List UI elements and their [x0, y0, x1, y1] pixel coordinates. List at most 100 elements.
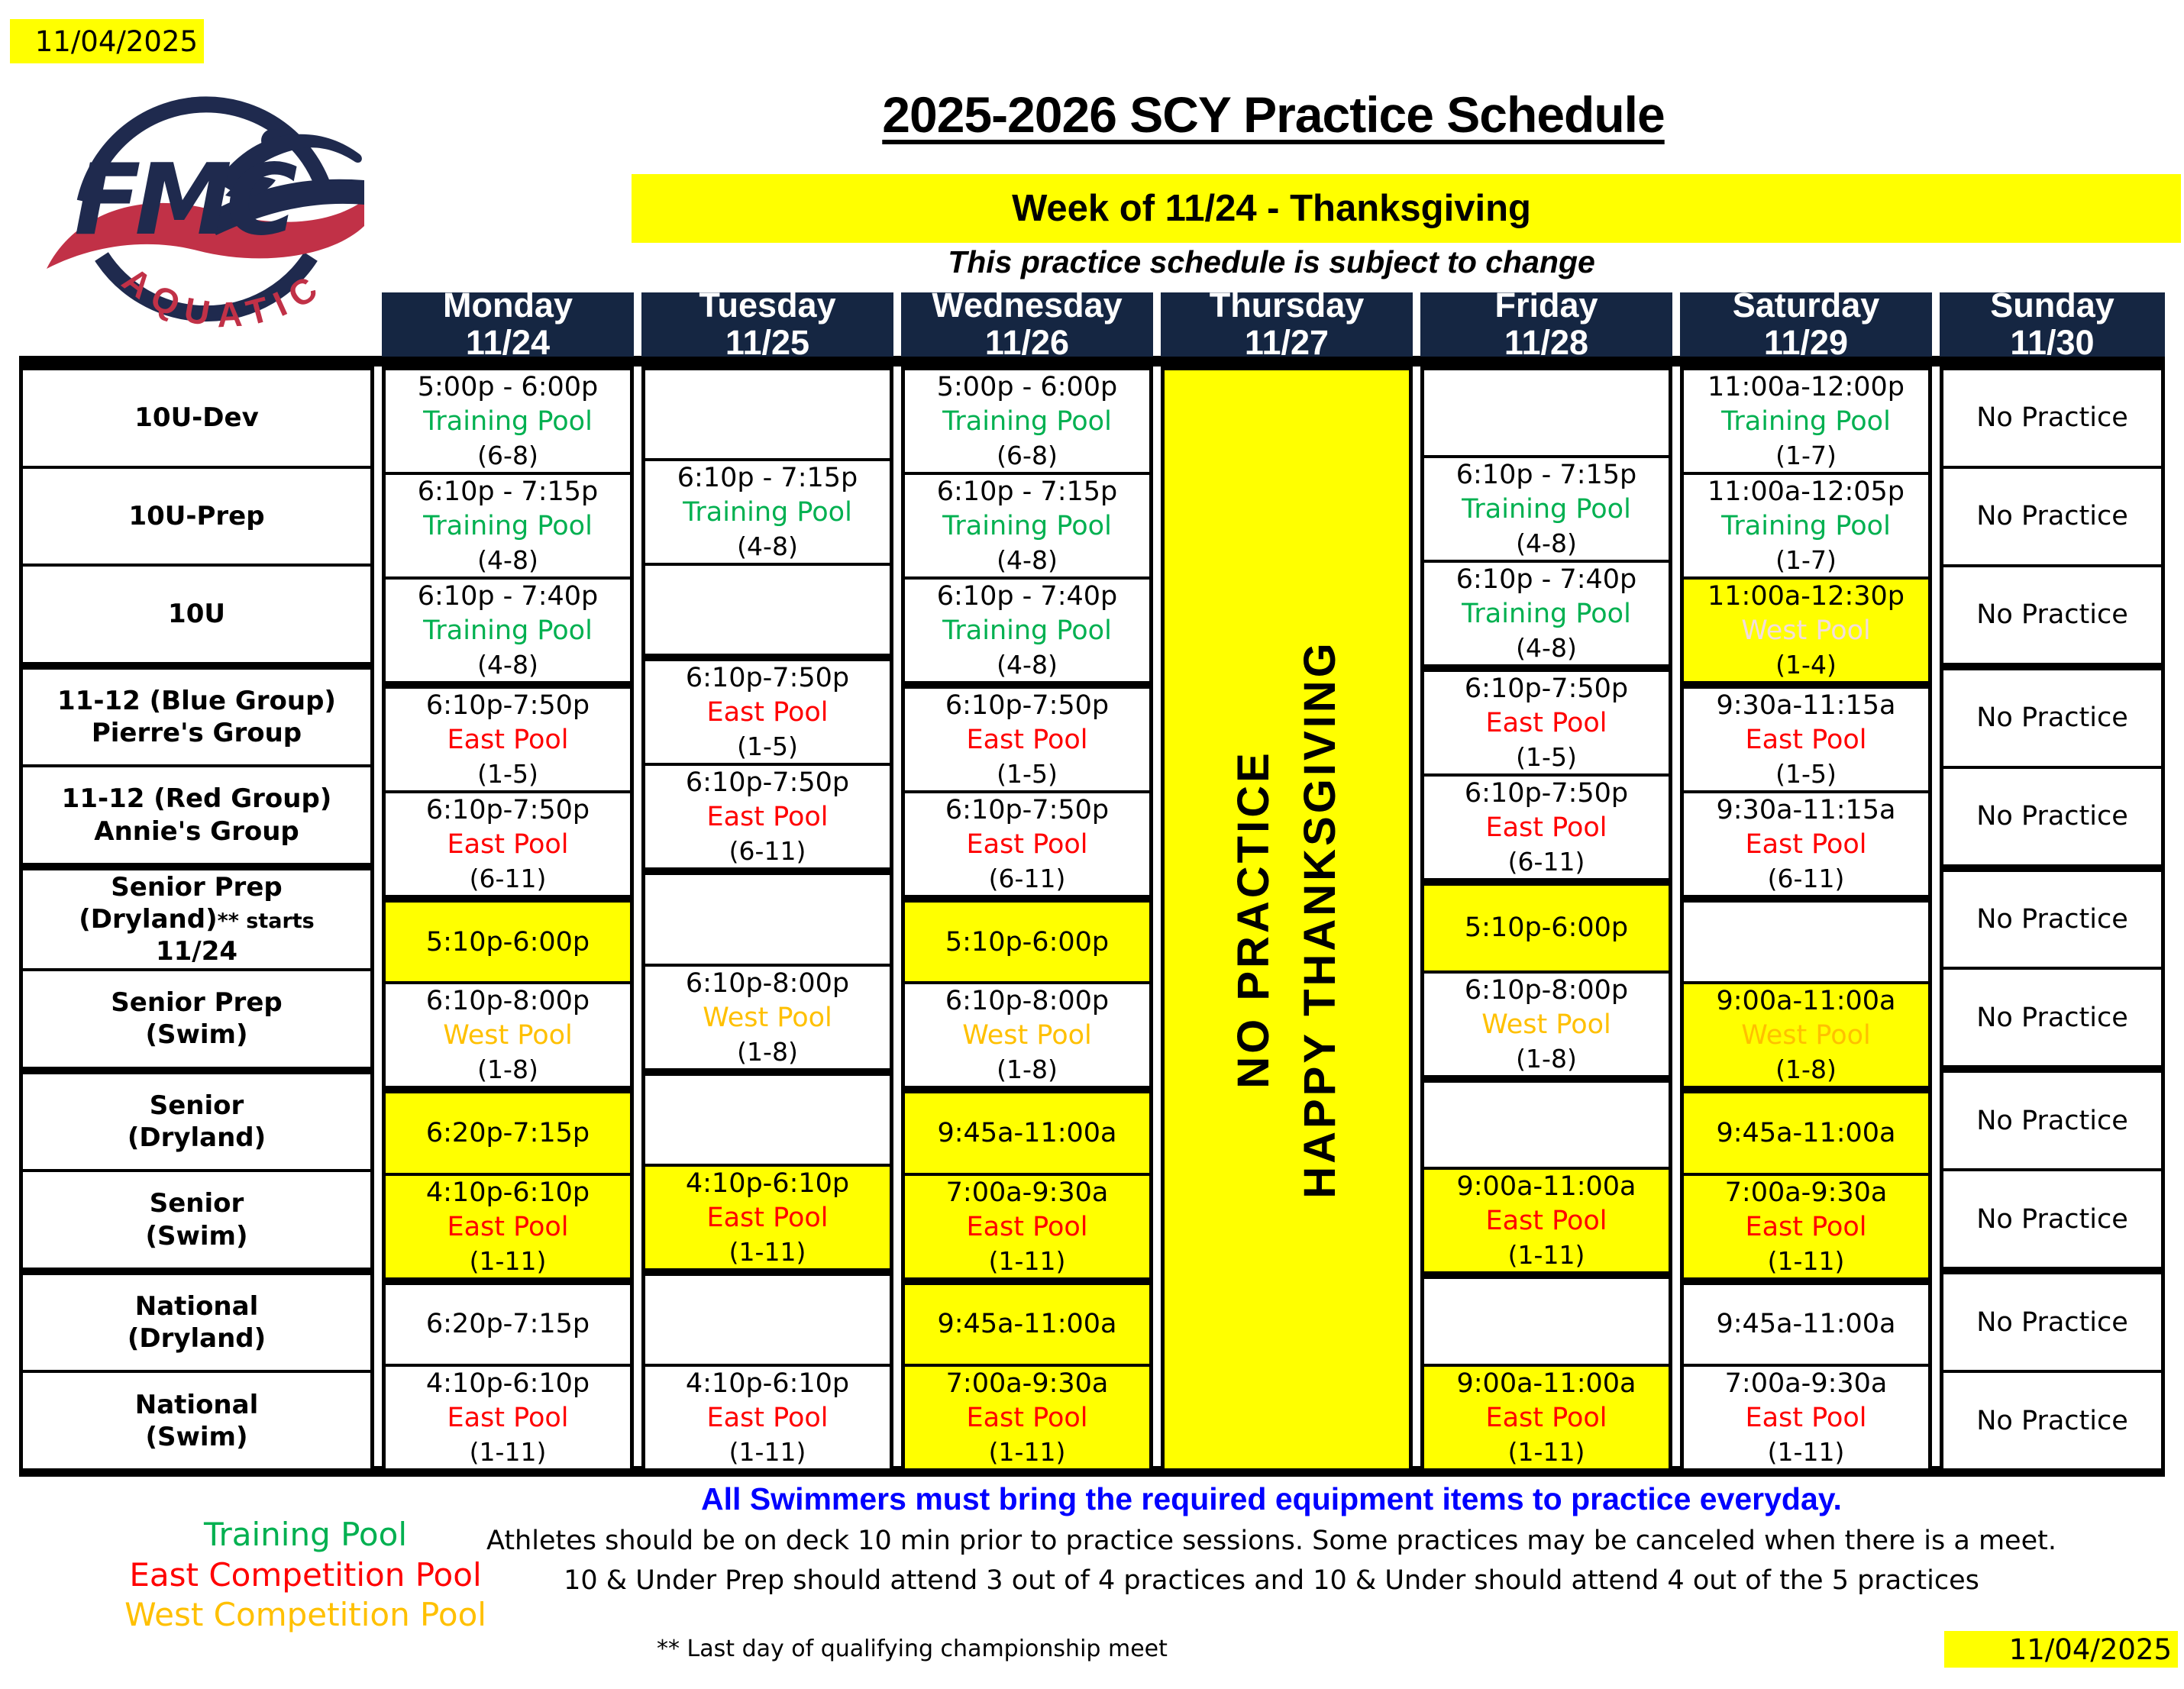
schedule-cell — [1424, 370, 1669, 455]
day-header-wednesday: Wednesday 11/26 — [901, 287, 1153, 361]
schedule-cell: 5:10p-6:00p — [1424, 877, 1669, 970]
row-label: Senior (Swim) — [23, 1169, 370, 1268]
header-divider-band — [19, 356, 2165, 367]
schedule-cell: 6:10p - 7:40p Training Pool (4-8) — [905, 576, 1149, 681]
no-practice-rotated-text: NO PRACTICE HAPPY THANKSGIVING — [1229, 640, 1345, 1199]
day-name: Thursday — [1209, 286, 1365, 325]
day-name: Saturday — [1732, 286, 1880, 325]
row-label: Senior (Dryland) — [23, 1066, 370, 1170]
schedule-cell: 11:00a-12:30p West Pool (1-4) — [1684, 576, 1928, 681]
schedule-cell: 6:10p-7:50p East Pool (1-5) — [386, 681, 630, 790]
row-label: 10U-Dev — [134, 402, 259, 434]
schedule-cell: 7:00a-9:30a East Pool (1-11) — [905, 1363, 1149, 1468]
schedule-cell: No Practice — [1943, 1065, 2161, 1168]
column-tuesday: 6:10p - 7:15p Training Pool (4-8) 6:10p-7:5… — [641, 367, 893, 1472]
logo-bottom-arc — [95, 252, 318, 322]
day-header-sunday: Sunday 11/30 — [1940, 287, 2165, 361]
logo-red-swoosh — [47, 200, 364, 269]
schedule-cell: 5:00p - 6:00p Training Pool (6-8) — [936, 372, 1118, 470]
schedule-cell: 9:45a-11:00a — [1684, 1086, 1928, 1173]
row-label: 11-12 (Blue Group) Pierre's Group — [23, 661, 370, 765]
day-header-tuesday: Tuesday 11/25 — [641, 287, 893, 361]
week-banner: Week of 11/24 - Thanksgiving — [1012, 188, 1531, 229]
day-header-thursday: Thursday 11/27 — [1161, 287, 1413, 361]
schedule-cell: 6:10p - 7:15p Training Pool (4-8) — [1424, 454, 1669, 560]
logo-swimmer-wave-curl — [225, 176, 276, 198]
week-banner-background — [632, 174, 2181, 243]
schedule-cell: No Practice — [1943, 564, 2161, 663]
schedule-cell: No Practice — [1943, 967, 2161, 1065]
schedule-cell: 6:10p-7:50p East Pool (6-11) — [386, 790, 630, 895]
schedule-cell: 9:45a-11:00a — [905, 1086, 1149, 1173]
column-monday: 5:00p - 6:00p Training Pool (6-8) 6:10p - 7… — [382, 367, 634, 1472]
schedule-cell: 6:10p-8:00p West Pool (1-8) — [905, 981, 1149, 1086]
schedule-cell: 4:10p-6:10p East Pool (1-11) — [386, 1172, 630, 1277]
schedule-cell: No Practice — [1943, 864, 2161, 967]
day-date: 11/29 — [1763, 323, 1849, 362]
attendance-note: 10 & Under Prep should attend 3 out of 4… — [564, 1565, 1979, 1596]
schedule-cell: 9:45a-11:00a — [905, 1277, 1149, 1364]
schedule-cell: 6:10p-7:50p East Pool (1-5) — [1424, 664, 1669, 773]
schedule-cell: 9:00a-11:00a West Pool (1-8) — [1684, 981, 1928, 1087]
schedule-cell: 6:10p-7:50p East Pool (6-11) — [1424, 773, 1669, 878]
schedule-cell: 6:20p-7:15p — [386, 1086, 630, 1173]
qualifying-meet-note: ** Last day of qualifying championship m… — [657, 1636, 1168, 1662]
schedule-cell — [1424, 1271, 1669, 1364]
svg-text:AQUATIC: AQUATIC — [115, 260, 332, 335]
schedule-cell — [645, 563, 890, 654]
column-saturday: 11:00a-12:00p Training Pool (1-7) 11:00a-12… — [1680, 367, 1932, 1472]
schedule-cell: 6:10p-8:00p West Pool (1-8) — [1424, 970, 1669, 1075]
schedule-cell: 7:00a-9:30a East Pool (1-11) — [1684, 1172, 1928, 1277]
schedule-cell: 6:10p - 7:40p Training Pool (4-8) — [1424, 559, 1669, 664]
schedule-cell — [645, 1268, 890, 1364]
schedule-cell — [645, 1067, 890, 1164]
schedule-cell: 6:10p-7:50p East Pool (6-11) — [905, 790, 1149, 895]
schedule-cell: No Practice — [1943, 662, 2161, 766]
schedule-cell: 11:00a-12:00p Training Pool (1-7) — [1707, 372, 1905, 470]
schedule-cell: 6:10p - 7:15p Training Pool (4-8) — [905, 472, 1149, 576]
column-wednesday: 5:00p - 6:00p Training Pool (6-8) 6:10p - 7… — [901, 367, 1153, 1472]
row-label: Senior Prep (Dryland)** starts 11/24 — [23, 862, 370, 968]
schedule-cell: 6:10p-7:50p East Pool (6-11) — [645, 763, 890, 867]
day-header-friday: Friday 11/28 — [1420, 287, 1672, 361]
schedule-cell: 6:10p-8:00p West Pool (1-8) — [386, 981, 630, 1086]
schedule-cell: No Practice — [1943, 1370, 2161, 1468]
schedule-cell: No Practice — [1943, 765, 2161, 864]
logo-sub-text: AQUATIC — [115, 260, 322, 335]
day-header-saturday: Saturday 11/29 — [1680, 287, 1932, 361]
day-date: 11/24 — [465, 323, 551, 362]
legend-east-pool: East Competition Pool — [129, 1555, 482, 1594]
schedule-cell: 6:20p-7:15p — [386, 1277, 630, 1364]
deck-note: Athletes should be on deck 10 min prior … — [486, 1526, 2056, 1556]
schedule-cell: 9:00a-11:00a East Pool (1-11) — [1424, 1364, 1669, 1468]
schedule-cell: 5:00p - 6:00p Training Pool (6-8) — [417, 372, 599, 470]
schedule-cell — [645, 867, 890, 963]
schedule-cell — [645, 370, 890, 458]
schedule-cell: 6:10p-8:00p West Pool (1-8) — [645, 963, 890, 1068]
revision-date-bottom-text: 11/04/2025 — [2008, 1632, 2172, 1666]
column-friday: 6:10p - 7:15p Training Pool (4-8) 6:10p - 7… — [1420, 367, 1672, 1472]
schedule-cell — [1424, 1074, 1669, 1167]
logo-navy-wave — [204, 179, 364, 235]
day-date: 11/28 — [1504, 323, 1589, 362]
day-name: Sunday — [1990, 286, 2115, 325]
schedule-cell: 9:45a-11:00a — [1684, 1277, 1928, 1364]
row-label: Senior Prep (Swim) — [23, 968, 370, 1067]
logo-swimmer-arm — [216, 134, 362, 191]
day-name: Tuesday — [699, 286, 836, 325]
schedule-cell: 4:10p-6:10p East Pool (1-11) — [645, 1163, 890, 1268]
schedule-cell: 7:00a-9:30a East Pool (1-11) — [905, 1172, 1149, 1277]
legend-training-pool: Training Pool — [204, 1516, 407, 1553]
day-date: 11/25 — [725, 323, 810, 362]
schedule-cell — [1684, 895, 1928, 981]
revision-date-bottom: 11/04/2025 — [1944, 1631, 2178, 1668]
schedule-cell: 9:00a-11:00a East Pool (1-11) — [1424, 1167, 1669, 1272]
row-label: 10U — [23, 564, 370, 662]
schedule-cell: No Practice — [1943, 1267, 2161, 1370]
fmc-aquatic-logo: FMC AQUATIC — [47, 96, 364, 335]
schedule-cell: 5:10p-6:00p — [905, 895, 1149, 982]
revision-date-top-text: 11/04/2025 — [34, 24, 198, 58]
day-name: Friday — [1494, 286, 1598, 325]
schedule-cell: 11:00a-12:05p Training Pool (1-7) — [1684, 472, 1928, 576]
row-label: 11-12 (Red Group) Annie's Group — [23, 764, 370, 863]
